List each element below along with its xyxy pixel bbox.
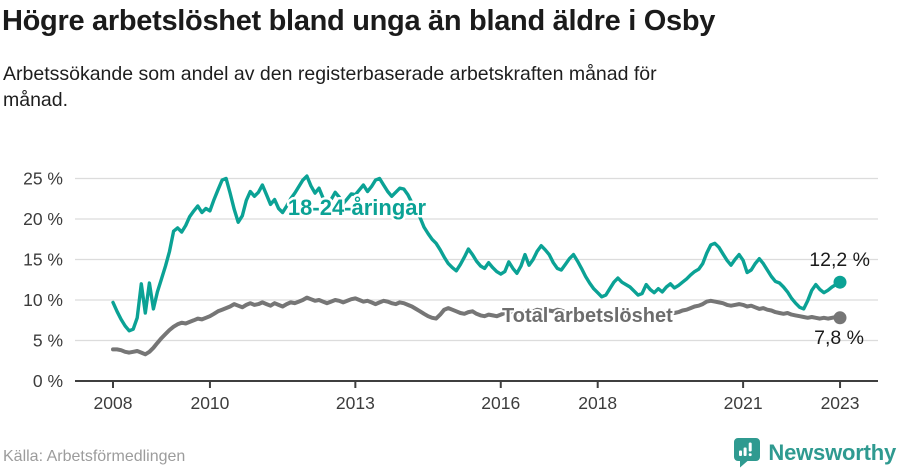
end-dot-total: [833, 311, 847, 325]
page-subtitle: Arbetssökande som andel av den registerb…: [3, 63, 657, 111]
x-axis-tick-label: 2023: [821, 393, 860, 413]
series-line-total: [111, 295, 842, 357]
y-axis-tick-label: 10 %: [23, 290, 63, 310]
bar-icon-medium: [744, 447, 748, 456]
x-axis-tick-label: 2016: [481, 393, 520, 413]
newsworthy-logo-text: Newsworthy: [768, 439, 896, 465]
x-axis-tick-label: 2021: [724, 393, 763, 413]
y-axis-tick-label: 0 %: [33, 371, 63, 391]
series-label-total: Total arbetslöshet: [502, 305, 673, 327]
end-dot-youth: [833, 275, 847, 289]
x-axis-tick-label: 2008: [94, 393, 133, 413]
newsworthy-logo: Newsworthy: [733, 437, 896, 468]
exclamation-icon-dot: [749, 453, 753, 457]
speech-bubble-shape: [734, 438, 761, 468]
y-axis-tick-label: 15 %: [23, 250, 63, 270]
x-axis-tick-label: 2013: [336, 393, 375, 413]
series-line-youth: [111, 174, 842, 333]
exclamation-icon-bar: [749, 442, 753, 452]
y-axis-tick-label: 20 %: [23, 209, 63, 229]
source-note: Källa: Arbetsförmedlingen: [3, 448, 186, 465]
y-axis-tick-label: 25 %: [23, 169, 63, 189]
end-value-label-total: 7,8 %: [814, 327, 864, 349]
bar-icon-small: [739, 450, 743, 456]
y-axis-tick-label: 5 %: [33, 331, 63, 351]
series-label-youth: 18-24-åringar: [288, 195, 427, 220]
end-value-label-youth: 12,2 %: [809, 249, 870, 271]
newsworthy-logo-icon: [734, 438, 761, 468]
x-axis-tick-label: 2010: [190, 393, 229, 413]
page-title: Högre arbetslöshet bland unga än bland ä…: [2, 5, 716, 37]
x-axis-tick-label: 2018: [578, 393, 617, 413]
